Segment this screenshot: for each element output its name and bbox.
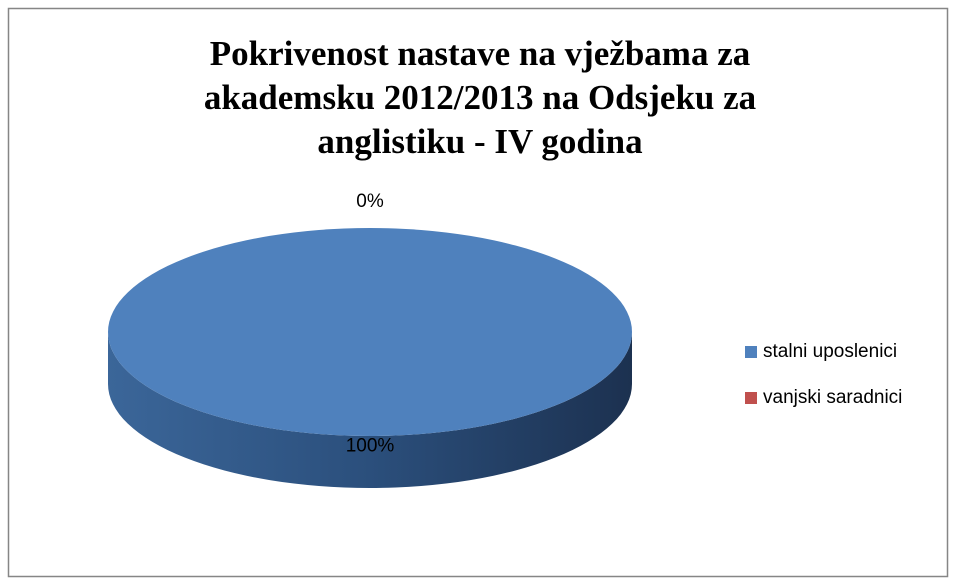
data-label: 100%: [346, 435, 395, 456]
legend-label: stalni uposlenici: [763, 341, 897, 362]
data-label: 0%: [356, 191, 384, 212]
pie-slice: [108, 228, 632, 436]
legend-label: vanjski saradnici: [763, 387, 902, 408]
legend-swatch: [745, 346, 757, 358]
legend-swatch: [745, 392, 757, 404]
pie-side: [108, 332, 632, 488]
chart-title: Pokrivenost nastave na vježbama za akade…: [203, 34, 757, 161]
